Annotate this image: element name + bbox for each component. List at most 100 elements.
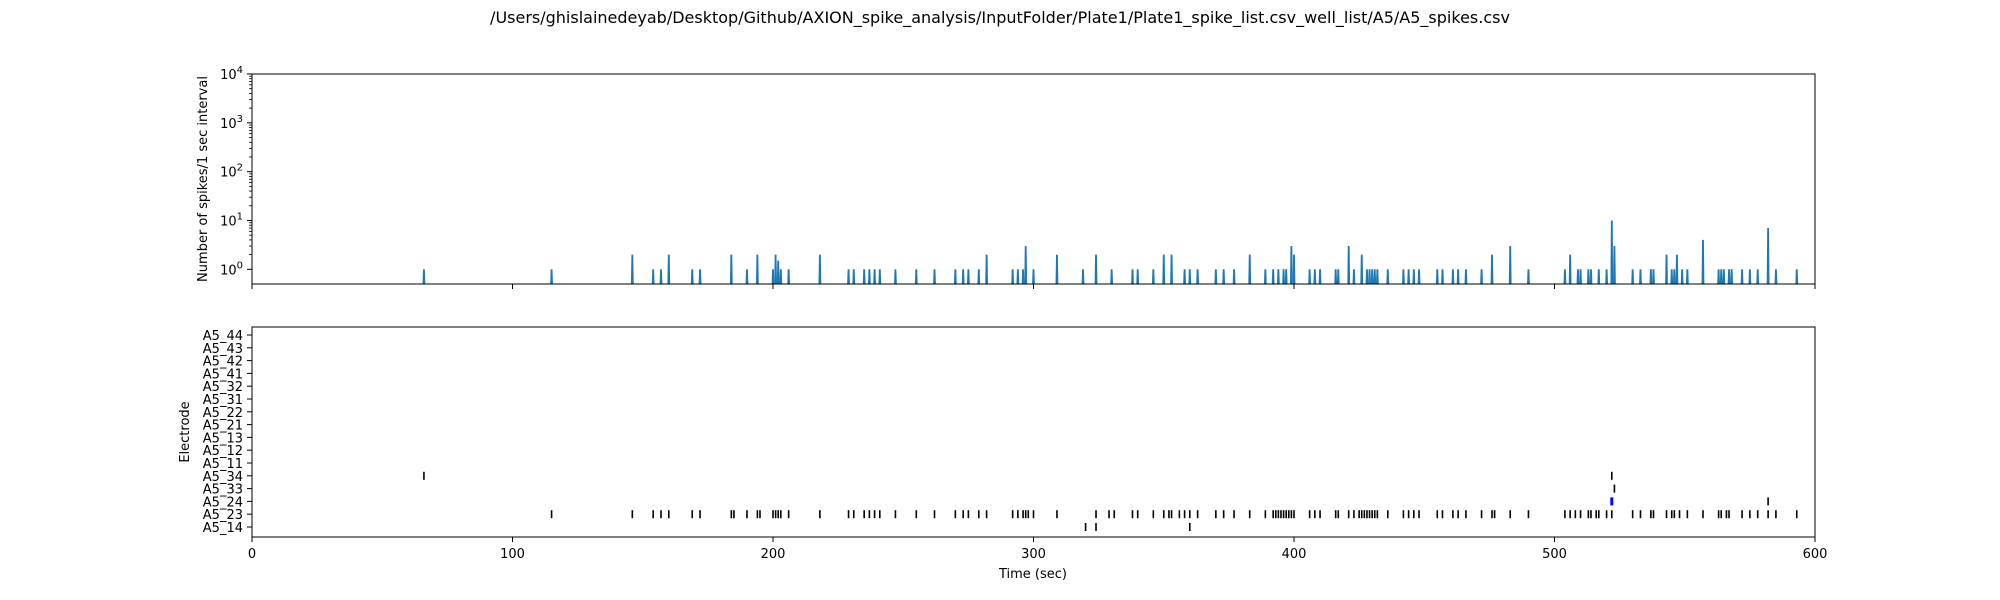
rate-bin-22 <box>878 269 882 285</box>
rate-bin-104 <box>1680 269 1684 285</box>
rate-bin-25 <box>933 269 936 285</box>
bottom-x-tick-label-4: 400 <box>1282 547 1307 562</box>
rate-bin-63 <box>1336 269 1340 285</box>
rate-bin-13 <box>776 260 780 285</box>
rate-bin-69 <box>1370 269 1374 285</box>
rate-bin-100 <box>1665 254 1668 285</box>
electrode-label-A5_43: A5_43 <box>203 342 243 357</box>
top-y-tick-label-0: 100 <box>220 260 243 278</box>
rate-bin-49 <box>1222 269 1226 285</box>
electrode-label-A5_41: A5_41 <box>203 367 243 382</box>
rate-bin-117 <box>1795 269 1799 285</box>
rate-bin-23 <box>894 269 897 285</box>
electrode-label-A5_21: A5_21 <box>203 419 243 434</box>
top-y-tick-label-2: 102 <box>220 163 243 181</box>
electrode-label-A5_14: A5_14 <box>203 521 243 536</box>
electrode-label-A5_13: A5_13 <box>203 431 243 446</box>
rate-bin-10 <box>755 254 759 285</box>
rate-bin-48 <box>1214 269 1218 285</box>
electrode-label-A5_32: A5_32 <box>203 380 243 395</box>
top-y-tick-label-3: 103 <box>220 114 243 132</box>
rate-bin-31 <box>1011 269 1015 285</box>
rate-bin-3 <box>651 269 655 285</box>
rate-bin-71 <box>1375 269 1379 285</box>
rate-bin-42 <box>1151 269 1155 285</box>
electrode-label-A5_24: A5_24 <box>203 495 243 510</box>
rate-bin-62 <box>1334 269 1338 285</box>
rate-bin-84 <box>1508 245 1512 285</box>
raster-spikes <box>423 471 1798 531</box>
rate-bin-85 <box>1527 269 1530 285</box>
rate-bin-103 <box>1675 254 1679 285</box>
rate-bin-38 <box>1094 254 1098 285</box>
rate-bin-26 <box>953 269 957 285</box>
rate-bin-30 <box>985 254 989 285</box>
rate-bin-40 <box>1131 269 1134 285</box>
bottom-x-tick-label-6: 600 <box>1803 547 1828 562</box>
rate-bin-21 <box>873 269 876 285</box>
rate-bin-74 <box>1407 269 1411 285</box>
rate-bin-67 <box>1365 269 1369 285</box>
rate-bin-8 <box>729 254 733 285</box>
rate-bin-57 <box>1289 245 1293 285</box>
rate-bin-116 <box>1774 269 1778 285</box>
rate-bin-114 <box>1756 269 1760 285</box>
rate-bin-9 <box>745 269 749 285</box>
raster-panel: A5_14A5_23A5_24A5_33A5_34A5_11A5_12A5_13… <box>178 326 1828 582</box>
rate-bin-87 <box>1568 254 1572 285</box>
rate-bin-15 <box>787 269 791 285</box>
rate-bin-0 <box>422 269 426 285</box>
rate-bin-108 <box>1719 269 1723 285</box>
rate-bin-70 <box>1373 269 1377 285</box>
rate-bin-55 <box>1282 269 1285 285</box>
top-y-tick-label-1: 101 <box>220 211 243 229</box>
bottom-x-tick-label-2: 200 <box>761 547 786 562</box>
rate-bin-110 <box>1727 269 1731 285</box>
electrode-label-A5_31: A5_31 <box>203 393 243 408</box>
rate-bin-66 <box>1360 254 1364 285</box>
rate-bin-19 <box>862 269 866 285</box>
rate-bin-16 <box>818 254 822 285</box>
rate-bin-28 <box>966 269 970 285</box>
rate-bin-83 <box>1490 254 1494 285</box>
rate-bin-76 <box>1417 269 1421 285</box>
rate-bin-27 <box>961 269 965 285</box>
rate-bin-5 <box>667 254 671 285</box>
rate-bin-52 <box>1263 269 1267 285</box>
rate-bin-35 <box>1032 269 1035 285</box>
rate-bin-91 <box>1589 269 1593 285</box>
rate-bin-92 <box>1597 269 1601 285</box>
rate-bin-60 <box>1313 269 1317 285</box>
electrode-label-A5_34: A5_34 <box>203 470 243 485</box>
rate-bin-79 <box>1451 269 1455 285</box>
rate-bin-41 <box>1136 269 1140 285</box>
rate-bin-50 <box>1232 269 1236 285</box>
rate-bin-58 <box>1292 254 1296 285</box>
rate-bin-36 <box>1055 254 1059 285</box>
rate-bin-2 <box>630 254 634 285</box>
rate-bin-11 <box>771 269 775 285</box>
bottom-x-tick-label-5: 500 <box>1542 547 1567 562</box>
top-plot-frame <box>251 73 1816 285</box>
rate-bin-17 <box>847 269 850 285</box>
rate-bin-72 <box>1386 269 1390 285</box>
rate-bin-14 <box>779 269 783 285</box>
rate-bin-47 <box>1196 269 1200 285</box>
bottom-x-axis-ticks: 0 100 200 300 400 500 600 <box>248 537 1828 562</box>
rate-bin-34 <box>1024 245 1028 285</box>
rate-bin-86 <box>1563 269 1567 285</box>
rate-bin-73 <box>1402 269 1405 285</box>
top-y-axis-ticks: 100 101 102 103 104 <box>220 65 252 278</box>
rate-bin-68 <box>1368 269 1371 285</box>
rate-bin-111 <box>1730 269 1734 285</box>
bottom-x-tick-label-3: 300 <box>1021 547 1046 562</box>
rate-bin-18 <box>852 269 856 285</box>
raster-x-axis-label: Time (sec) <box>998 567 1067 582</box>
electrode-label-A5_11: A5_11 <box>203 457 243 472</box>
rate-bin-54 <box>1276 269 1280 285</box>
electrode-label-A5_23: A5_23 <box>203 508 243 523</box>
rate-bin-33 <box>1021 269 1025 285</box>
rate-bin-107 <box>1717 269 1721 285</box>
rate-bin-89 <box>1579 269 1582 285</box>
rate-bin-90 <box>1586 269 1590 285</box>
